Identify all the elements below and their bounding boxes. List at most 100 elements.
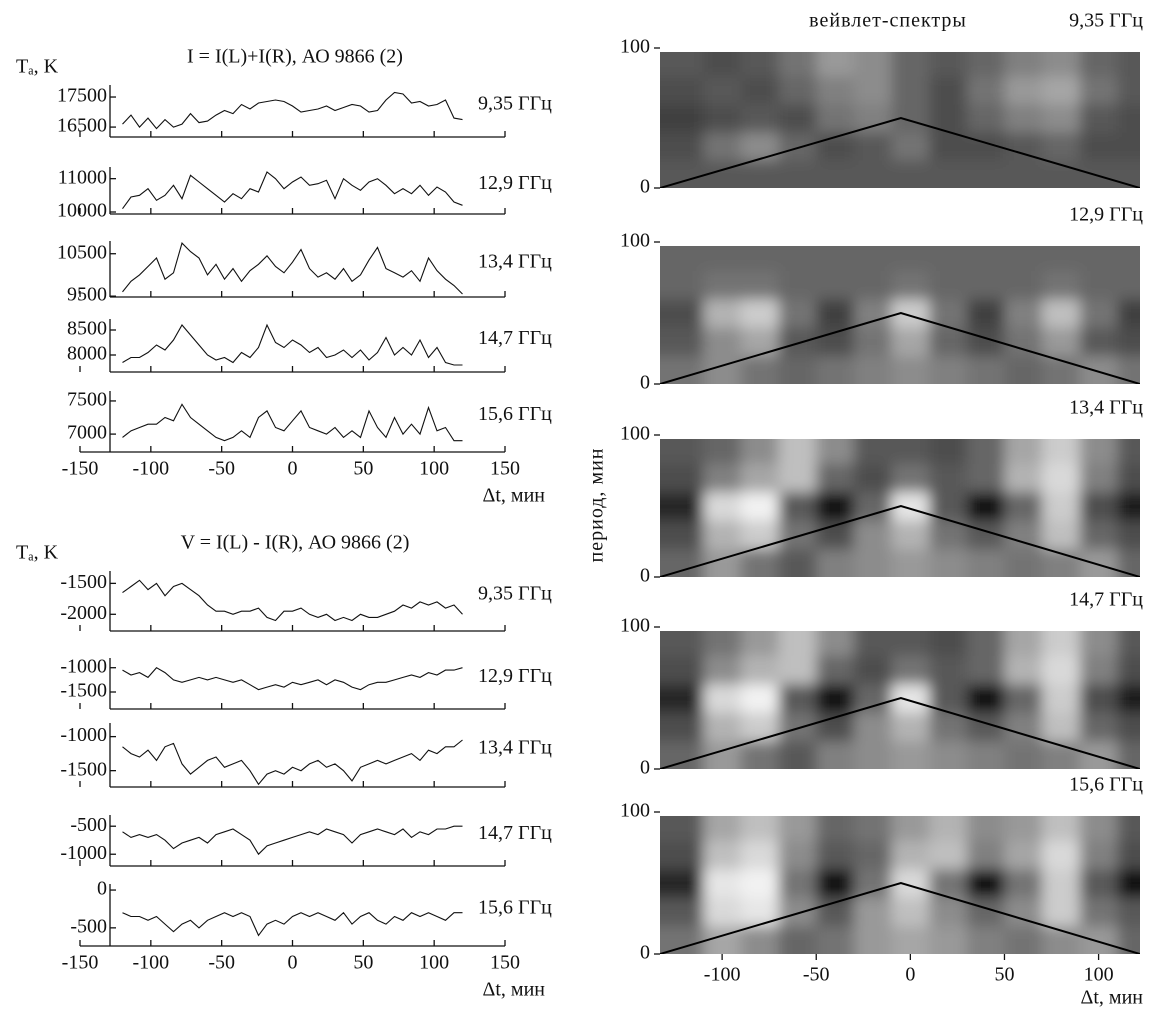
- y-tick-label: -1000: [60, 655, 107, 677]
- y-tick-label: -500: [70, 814, 107, 836]
- wavelet-cell: [853, 327, 893, 357]
- wavelet-cell: [740, 491, 780, 521]
- x-tick-label: -50: [208, 952, 235, 974]
- wavelet-cell: [853, 355, 893, 384]
- wavelet-cell: [853, 491, 893, 521]
- x-tick-label: 150: [490, 458, 520, 480]
- wavelet-cell: [1004, 631, 1043, 656]
- wavelet-cell: [778, 298, 817, 328]
- wavelet-cell: [853, 683, 893, 713]
- wavelet-cell: [1079, 463, 1118, 493]
- wavelet-cell: [816, 740, 855, 769]
- wavelet-cell: [853, 104, 893, 133]
- wavelet-cell: [703, 868, 742, 898]
- wavelet-cell: [1079, 76, 1118, 105]
- series-line: [122, 91, 463, 130]
- y-tick-label: 10500: [57, 241, 107, 263]
- frequency-label: 13,4 ГГц: [478, 737, 552, 759]
- wavelet-cell: [1117, 491, 1140, 521]
- wavelet-cell: [853, 840, 893, 870]
- wavelet-cell: [929, 897, 968, 927]
- wavelet-cell: [740, 740, 780, 769]
- wavelet-cell: [891, 925, 930, 954]
- wavelet-cell: [1079, 740, 1118, 769]
- wavelet-cell: [929, 132, 968, 161]
- wavelet-cell: [703, 520, 742, 550]
- wavelet-cell: [891, 520, 930, 550]
- wavelet-cell: [660, 298, 704, 328]
- wavelet-cell: [1117, 160, 1140, 188]
- wavelet-cell: [929, 327, 968, 357]
- wavelet-cell: [1117, 925, 1140, 954]
- wavelet-cell: [1117, 520, 1140, 550]
- wavelet-cell: [853, 868, 893, 898]
- wavelet-cell: [1042, 439, 1081, 464]
- wavelet-cell: [740, 683, 780, 713]
- wavelet-cell: [1042, 463, 1081, 493]
- wavelet-cell: [660, 816, 704, 841]
- wavelet-cell: [1117, 631, 1140, 656]
- wavelet-cell: [891, 897, 930, 927]
- wavelet-cell: [1004, 740, 1043, 769]
- wavelet-cell: [816, 463, 855, 493]
- wavelet-cell: [778, 631, 817, 656]
- wavelet-cell: [1004, 270, 1043, 300]
- wavelet-cells: [660, 439, 1140, 577]
- frequency-label: 13,4 ГГц: [1069, 397, 1143, 419]
- wavelet-cell: [778, 355, 817, 384]
- wavelet-cell: [778, 925, 817, 954]
- wavelet-cell: [1004, 491, 1043, 521]
- wavelet-cell: [966, 925, 1005, 954]
- wavelet-cell: [853, 740, 893, 769]
- wavelet-cell: [1117, 76, 1140, 105]
- wavelet-cell: [1004, 76, 1043, 105]
- wavelet-cell: [1079, 548, 1118, 577]
- y-tick-label: 7000: [67, 422, 107, 444]
- series-line: [122, 739, 463, 786]
- wavelet-cell: [891, 270, 930, 300]
- wavelet-cell: [929, 52, 968, 77]
- wavelet-cell: [778, 868, 817, 898]
- wavelet-cell: [703, 816, 742, 841]
- wavelet-cell: [1042, 246, 1081, 271]
- panel-title: V = I(L) - I(R), АО 9866 (2): [181, 532, 410, 554]
- wavelet-cell: [740, 132, 780, 161]
- wavelet-cell: [891, 52, 930, 77]
- wavelet-cell: [660, 520, 704, 550]
- wavelet-cell: [816, 246, 855, 271]
- wavelet-cell: [740, 327, 780, 357]
- wavelet-cell: [703, 491, 742, 521]
- wavelet-cell: [966, 270, 1005, 300]
- wavelet-cell: [703, 104, 742, 133]
- wavelet-cell: [1079, 439, 1118, 464]
- wavelet-cell: [929, 76, 968, 105]
- wavelet-cell: [703, 463, 742, 493]
- y-tick-label: 0: [640, 942, 650, 964]
- wavelet-cell: [929, 548, 968, 577]
- wavelet-cell: [1079, 160, 1118, 188]
- wavelet-cell: [891, 160, 930, 188]
- wavelet-cell: [1004, 160, 1043, 188]
- wavelet-cell: [778, 52, 817, 77]
- wavelet-cell: [778, 160, 817, 188]
- wavelet-cell: [660, 897, 704, 927]
- wavelet-cell: [891, 355, 930, 384]
- frequency-label: 9,35 ГГц: [1069, 10, 1143, 32]
- x-tick-label: -100: [132, 952, 169, 974]
- wavelet-cell: [1117, 270, 1140, 300]
- wavelet-cell: [778, 712, 817, 742]
- wavelet-cell: [1004, 840, 1043, 870]
- wavelet-cell: [816, 270, 855, 300]
- wavelet-cell: [740, 104, 780, 133]
- x-tick-label: -150: [62, 458, 99, 480]
- wavelet-cell: [1117, 355, 1140, 384]
- wavelet-cell: [778, 327, 817, 357]
- wavelet-cell: [929, 631, 968, 656]
- wavelet-cell: [891, 712, 930, 742]
- wavelet-cell: [778, 655, 817, 685]
- wavelet-cell: [1004, 52, 1043, 77]
- wavelet-cell: [966, 298, 1005, 328]
- wavelet-cell: [1117, 868, 1140, 898]
- wavelet-cell: [1042, 631, 1081, 656]
- x-tick-label: 0: [288, 458, 298, 480]
